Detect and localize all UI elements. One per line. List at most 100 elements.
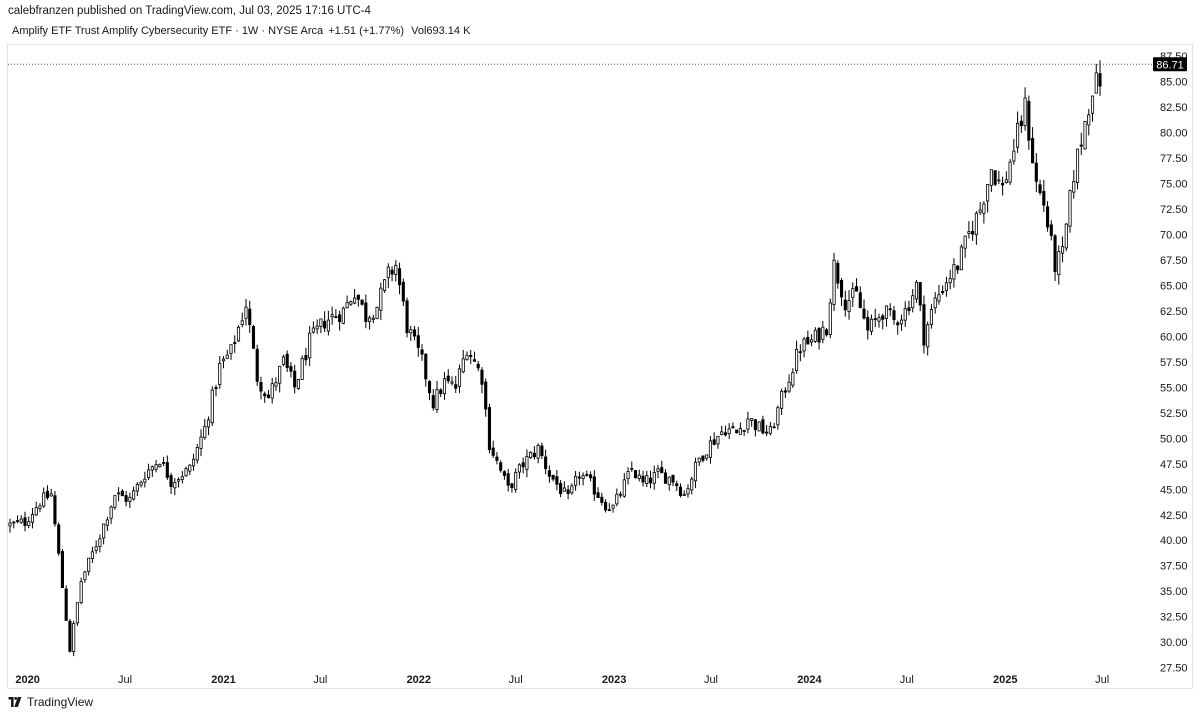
candle (416, 335, 420, 348)
candle (132, 490, 136, 500)
y-tick-label: 57.50 (1160, 357, 1188, 369)
symbol-description[interactable]: Amplify ETF Trust Amplify Cybersecurity … (12, 25, 324, 37)
candle (574, 475, 578, 486)
candle (345, 302, 349, 309)
candle (465, 354, 469, 361)
candle (218, 362, 222, 385)
candle (948, 278, 952, 284)
candle (203, 426, 207, 438)
x-tick-label: Jul (118, 674, 132, 686)
candle (761, 419, 765, 434)
candle (798, 351, 802, 354)
candle (90, 551, 94, 559)
candle (780, 390, 784, 409)
candle (768, 426, 772, 434)
candle (791, 372, 795, 386)
chart-pane[interactable] (7, 44, 1193, 689)
candle (128, 496, 132, 502)
candle (1072, 180, 1076, 193)
candle (15, 520, 20, 522)
candle (229, 344, 233, 354)
candle (184, 468, 188, 477)
candle (368, 317, 372, 323)
candle (1075, 148, 1080, 183)
candle (971, 230, 975, 235)
candle (195, 447, 199, 461)
candle (1094, 72, 1098, 94)
candle (705, 454, 709, 459)
candle (993, 170, 997, 185)
candle (956, 265, 960, 271)
candle (143, 478, 147, 483)
candle (517, 464, 521, 473)
candle (551, 474, 555, 480)
candle (484, 381, 488, 410)
candle (491, 447, 495, 456)
candle (937, 294, 941, 302)
candle (735, 429, 739, 434)
candle (615, 493, 619, 505)
candle (162, 462, 166, 464)
candle (1001, 182, 1005, 186)
candle (124, 495, 128, 502)
candle (323, 320, 327, 329)
candle (757, 421, 761, 432)
candle (765, 431, 769, 434)
candle (113, 495, 117, 508)
candle (281, 356, 285, 365)
candle (154, 464, 158, 470)
candle (869, 318, 874, 332)
candle (79, 581, 83, 603)
candle (457, 368, 462, 387)
candle (225, 354, 229, 359)
candle (311, 327, 315, 333)
candle (712, 439, 716, 445)
candle (251, 326, 256, 349)
candle (23, 517, 27, 526)
candle (630, 467, 634, 470)
candle (854, 286, 859, 292)
candle (233, 342, 237, 344)
candle (828, 302, 832, 336)
candle (776, 407, 780, 426)
candle (888, 308, 892, 311)
candle (147, 469, 151, 478)
candle (499, 462, 503, 471)
candle (353, 297, 357, 304)
candle (244, 306, 248, 319)
candle (1090, 95, 1095, 114)
y-tick-label: 45.00 (1160, 484, 1188, 496)
candle (952, 264, 956, 280)
candle (169, 475, 173, 487)
candle (802, 338, 806, 352)
candle (626, 471, 630, 480)
candle (862, 308, 866, 319)
candle (356, 294, 360, 300)
x-tick-label: Jul (704, 674, 718, 686)
candle (540, 445, 544, 457)
candle (836, 262, 840, 284)
candle (1012, 150, 1016, 162)
candle (1079, 144, 1083, 147)
candle (746, 418, 750, 430)
candle (929, 309, 934, 325)
candle (892, 310, 896, 321)
candle (139, 481, 143, 486)
candle (907, 307, 911, 312)
y-tick-label: 70.00 (1160, 230, 1188, 242)
candle (536, 445, 540, 459)
candle (270, 383, 274, 399)
candle (914, 281, 919, 300)
candle (38, 505, 42, 509)
y-tick-label: 60.00 (1160, 331, 1188, 343)
candle (214, 387, 218, 390)
candle (562, 487, 566, 492)
candle (903, 308, 907, 321)
candle (671, 475, 675, 483)
y-tick-label: 80.00 (1160, 128, 1188, 140)
candle (487, 407, 492, 451)
candle (439, 389, 443, 394)
candle (720, 431, 724, 435)
candle (570, 485, 574, 494)
